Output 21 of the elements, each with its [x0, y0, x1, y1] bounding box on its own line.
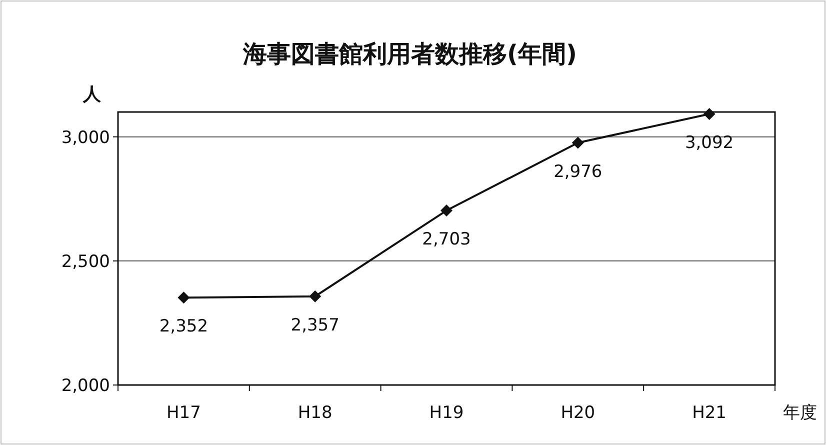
data-label: 2,352 [159, 316, 208, 337]
point [309, 290, 322, 302]
point [703, 108, 716, 120]
x-tick-label: H19 [429, 403, 464, 423]
point [178, 292, 190, 304]
x-axis-title: 年度 [783, 403, 817, 423]
data-label: 2,976 [554, 162, 602, 182]
y-axis-title: 人 [82, 84, 102, 105]
x-tick-label: H21 [692, 403, 727, 423]
data-label: 3,092 [684, 132, 734, 153]
chart-title: 海事図書館利用者数推移(年間) [242, 40, 577, 68]
y-tick-label: 2,000 [61, 376, 110, 396]
y-tick-label: 3,000 [61, 128, 110, 148]
data-label: 2,357 [290, 315, 340, 336]
point [572, 136, 584, 149]
data-label: 2,703 [422, 230, 471, 250]
x-tick-label: H20 [560, 403, 596, 423]
point [440, 204, 452, 217]
x-tick-label: H17 [166, 403, 201, 423]
y-tick-label: 2,500 [61, 252, 110, 272]
x-tick-label: H18 [298, 403, 332, 423]
